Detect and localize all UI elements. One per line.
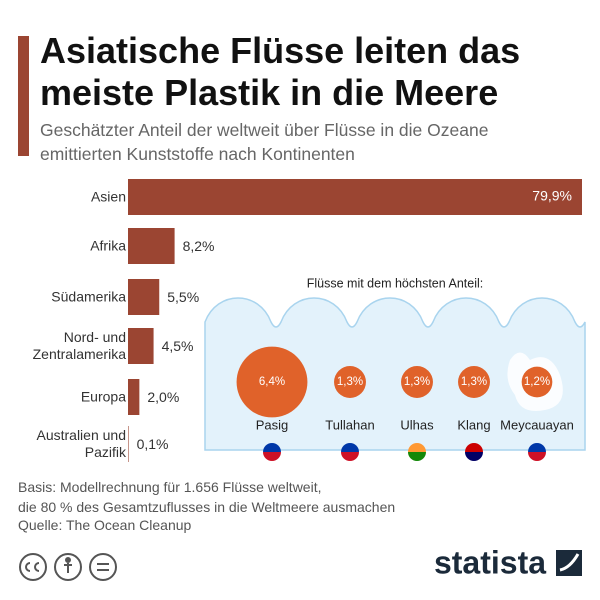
- flag: [408, 452, 426, 461]
- category-label: Nord- und Zentralamerika: [32, 329, 126, 362]
- bar: [128, 426, 129, 462]
- value-label: 1,3%: [337, 376, 363, 388]
- water-box: [204, 297, 586, 451]
- bubble: [334, 366, 366, 398]
- flag: [263, 443, 281, 452]
- category-label: Afrika: [90, 237, 126, 254]
- value-label: 8,2%: [182, 238, 215, 254]
- title-accent: [18, 36, 29, 156]
- flag: [465, 452, 483, 461]
- value-label: 6,4%: [259, 376, 285, 388]
- flag: [528, 443, 546, 452]
- flag: [341, 452, 359, 461]
- bubble: [401, 366, 433, 398]
- bubble: [521, 366, 553, 398]
- value-label: 79,9%: [532, 188, 572, 204]
- bubble: [236, 346, 308, 418]
- license-icons: [19, 553, 117, 581]
- river-label: Klang: [457, 417, 490, 432]
- source: Quelle: The Ocean Cleanup: [18, 517, 192, 533]
- bar: [128, 228, 175, 264]
- bar: [128, 328, 154, 364]
- bar: [128, 179, 582, 215]
- category-label: Südamerika: [51, 288, 126, 305]
- note: Basis: Modellrechnung für 1.656 Flüsse w…: [18, 479, 396, 515]
- flag: [408, 443, 426, 452]
- river-label: Tullahan: [325, 417, 374, 432]
- river-label: Ulhas: [400, 417, 434, 432]
- value-label: 1,3%: [461, 376, 487, 388]
- value-label: 1,2%: [524, 376, 550, 388]
- category-label: Europa: [80, 388, 126, 405]
- bar: [128, 279, 160, 315]
- flag: [465, 443, 483, 452]
- river-label: Meycauayan: [500, 417, 574, 432]
- value-label: 4,5%: [161, 338, 194, 354]
- value-label: 2,0%: [147, 389, 180, 405]
- logo-text: statista: [434, 544, 546, 580]
- river-label: Pasig: [256, 417, 289, 432]
- bubble: [458, 366, 490, 398]
- flag: [528, 452, 546, 461]
- bar: [128, 379, 140, 415]
- value-label: 5,5%: [167, 289, 200, 305]
- value-label: 0,1%: [136, 436, 169, 452]
- subtitle: Geschätzter Anteil der weltweit über Flü…: [40, 120, 489, 164]
- title: Asiatische Flüsse leiten das meiste Plas…: [40, 30, 521, 113]
- category-label: Australien und Pazifik: [36, 427, 126, 460]
- flag: [341, 443, 359, 452]
- logo-icon: [556, 550, 582, 576]
- value-label: 1,3%: [404, 376, 430, 388]
- flag: [263, 452, 281, 461]
- inset-title: Flüsse mit dem höchsten Anteil:: [307, 276, 483, 290]
- category-label: Asien: [90, 188, 126, 205]
